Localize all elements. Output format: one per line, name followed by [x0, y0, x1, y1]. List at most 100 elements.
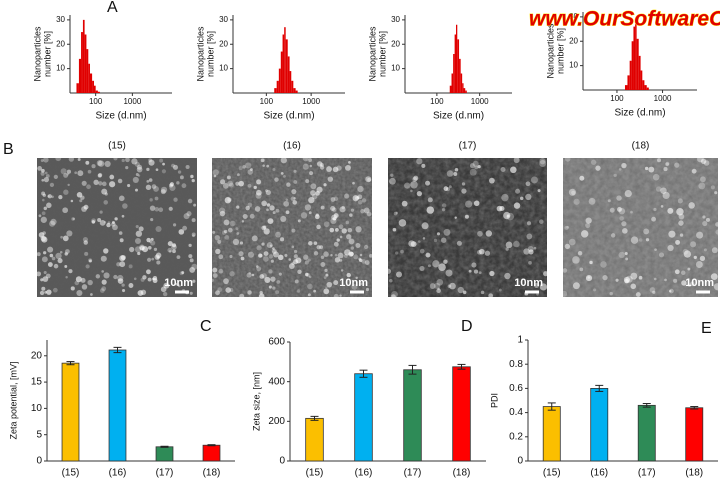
sem-particle	[401, 200, 408, 207]
sem-particle	[348, 161, 351, 164]
sem-particle	[119, 238, 124, 243]
histogram-bar	[295, 90, 298, 93]
sem-particle	[346, 234, 352, 240]
sem-particle	[589, 260, 593, 265]
sem-particle	[319, 165, 325, 170]
sem-particle	[266, 164, 270, 168]
sem-particle	[333, 213, 339, 219]
sem-particle	[319, 245, 324, 250]
sem-particle	[212, 267, 218, 273]
sem-particle	[461, 188, 467, 194]
sem-particle	[215, 248, 221, 255]
sem-particle	[314, 214, 320, 220]
sem-particle	[307, 293, 311, 297]
histogram-bar	[629, 60, 632, 90]
sem-particle	[525, 181, 531, 187]
sem-particle	[283, 174, 286, 178]
x-axis-label: Size (d.nm)	[263, 111, 314, 122]
sem-particle	[488, 293, 494, 299]
sem-particle	[41, 191, 46, 196]
sem-particle	[326, 281, 333, 288]
sem-particle	[630, 236, 639, 244]
sem-particle	[151, 277, 155, 281]
sem-particle	[660, 187, 667, 194]
sem-particle	[436, 288, 441, 293]
sem-particle	[172, 223, 177, 227]
histogram-bar	[463, 88, 466, 93]
sem-particle	[332, 216, 337, 221]
sem-particle	[251, 273, 255, 277]
y-tick-label: 10	[219, 64, 228, 73]
sem-particle	[267, 218, 274, 225]
sem-particle	[49, 182, 55, 187]
sem-particle	[359, 253, 363, 257]
sem-particle	[111, 221, 115, 225]
sem-particle	[255, 189, 262, 196]
sem-particle	[96, 160, 103, 166]
sem-particle	[307, 283, 313, 290]
sem-particle	[62, 235, 69, 242]
sem-particle	[579, 175, 585, 181]
sem-particle	[160, 186, 168, 193]
sem-particle	[81, 284, 88, 290]
sem-particle	[436, 278, 444, 286]
sem-particle	[82, 236, 89, 243]
y-tick-label: 600	[268, 337, 285, 348]
sem-particle	[580, 230, 589, 238]
sem-particle	[480, 290, 485, 295]
sem-particle	[293, 249, 298, 254]
sem-particle	[697, 155, 704, 163]
sem-particle	[171, 244, 177, 250]
sem-particle	[695, 261, 703, 268]
sem-particle	[149, 205, 156, 211]
sem-particle	[118, 195, 125, 202]
sem-particle	[63, 189, 69, 195]
sem-particle	[361, 198, 367, 203]
sem-particle	[235, 227, 239, 231]
sem-particle	[436, 232, 441, 236]
sem-particle	[690, 241, 697, 248]
sem-particle	[315, 191, 320, 196]
sem-particle	[699, 255, 706, 262]
histogram-bar	[293, 88, 296, 93]
sem-particle	[214, 235, 220, 241]
sem-particle	[128, 283, 134, 288]
sem-particle	[225, 287, 232, 293]
sem-particle	[83, 204, 89, 210]
histogram-bar	[457, 39, 460, 93]
sem-particle	[703, 248, 707, 252]
sem-particle	[181, 183, 187, 189]
sem-particle	[365, 176, 372, 183]
sem-particle	[630, 210, 633, 214]
sem-particle	[302, 155, 309, 162]
sem-particle	[308, 158, 313, 162]
sem-particle	[137, 174, 141, 177]
sem-particle	[473, 200, 480, 207]
sem-particle	[618, 251, 625, 259]
sem-particle	[568, 238, 576, 246]
histogram-bar	[89, 73, 93, 93]
sem-particle	[286, 182, 291, 187]
x-tick-label: (17)	[156, 468, 174, 479]
sem-particle	[702, 221, 708, 227]
sem-particle	[269, 244, 273, 247]
sem-particle	[396, 271, 403, 278]
sem-particle	[689, 281, 695, 287]
sem-particle	[404, 182, 411, 189]
sem-particle	[715, 222, 720, 227]
sem-particle	[484, 250, 491, 256]
sem-particle	[97, 173, 102, 178]
sem-particle	[425, 180, 431, 186]
sem-particle	[66, 172, 70, 176]
bar	[155, 446, 174, 462]
histogram-bar	[624, 85, 628, 90]
sem-particle	[148, 178, 153, 182]
sem-particle	[53, 174, 58, 180]
sem-particle	[41, 168, 45, 173]
sem-particle	[42, 193, 47, 197]
sem-particle	[308, 196, 315, 204]
bar	[452, 366, 471, 462]
sem-particle	[91, 218, 96, 224]
sem-particle	[624, 278, 629, 284]
histogram-bar	[640, 70, 643, 90]
